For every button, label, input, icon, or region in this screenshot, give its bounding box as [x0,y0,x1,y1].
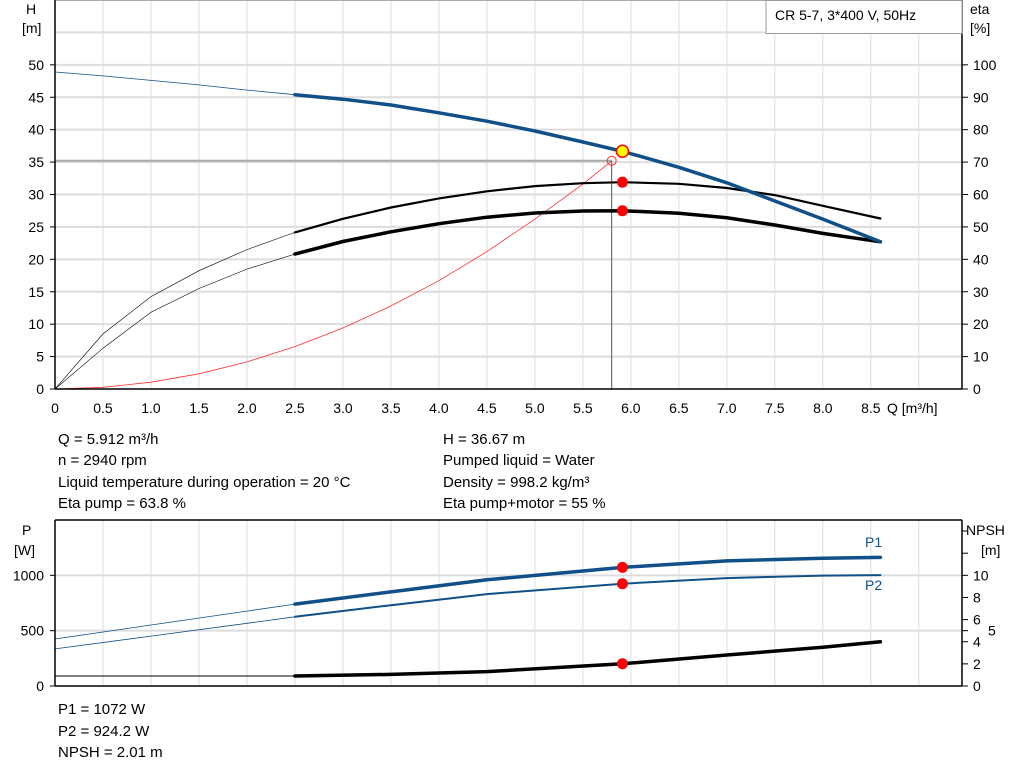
p2-curve [293,574,882,618]
h-tick-label: 10 [28,316,44,332]
head-curve-extrapolated [54,71,295,96]
x-tick-label: 2.0 [237,400,257,416]
y-label-eta: eta [970,1,990,17]
p-tick-label: 500 [21,623,45,639]
x-tick-label: 8.0 [813,400,833,416]
y-label-p-unit: [W] [14,542,35,558]
info-p1: P1 = 1072 W [58,701,146,718]
h-tick-label: 20 [28,251,44,267]
head-curve [293,92,883,244]
eta-tick-label: 60 [973,187,989,203]
system-curve [54,160,612,390]
y-label-npsh-unit: [m] [981,542,1000,558]
eta-tick-label: 20 [973,316,989,332]
info-density: Density = 998.2 kg/m³ [443,474,590,491]
bottom-grid [55,520,962,686]
eta-tick-label: 40 [973,251,989,267]
p2-curve-extrapolated [54,616,295,650]
eta-tick-label: 50 [973,219,989,235]
y-label-npsh: NPSH [966,522,1005,538]
curves [54,71,883,678]
info-eta-pump: Eta pump = 63.8 % [58,495,186,512]
npsh-tick-label: 2 [973,656,981,672]
eta-tick-label: 10 [973,349,989,365]
eta-pump-curve [293,181,882,234]
y-label-h: H [26,1,36,17]
p2-marker [616,578,628,590]
h-tick-label: 0 [36,381,44,397]
x-tick-label: 5.5 [573,400,593,416]
axes [50,0,968,687]
x-tick-label: 1.5 [189,400,209,416]
h-tick-label: 50 [28,57,44,73]
y-label-h-unit: [m] [22,20,41,36]
npsh-tick-label: 6 [973,612,981,628]
x-tick-label: 4.5 [477,400,497,416]
x-tick-label: 8.5 [861,400,881,416]
x-tick-label: 5.0 [525,400,545,416]
info-temp: Liquid temperature during operation = 20… [58,474,351,491]
eta-tick-label: 100 [973,57,997,73]
h-tick-label: 25 [28,219,44,235]
x-label-q: Q [m³/h] [887,400,938,416]
series-label-p1: P1 [865,534,882,550]
npsh-curve [293,639,883,678]
eta-tick-label: 30 [973,284,989,300]
info-eta-pump-motor: Eta pump+motor = 55 % [443,495,606,512]
x-tick-label: 7.5 [765,400,785,416]
p1-curve [293,555,883,606]
p-tick-label: 0 [36,678,44,694]
info-p2: P2 = 924.2 W [58,723,150,740]
x-tick-label: 4.0 [429,400,449,416]
series-label-p2: P2 [865,577,882,593]
x-tick-label: 3.0 [333,400,353,416]
eta-tick-label: 80 [973,122,989,138]
h-tick-label: 40 [28,122,44,138]
x-tick-label: 3.5 [381,400,401,416]
x-tick-label: 0 [51,400,59,416]
top-grid [55,0,962,389]
h-tick-label: 5 [36,349,44,365]
h-tick-label: 35 [28,154,44,170]
eta-tick-label: 70 [973,154,989,170]
x-tick-label: 1.0 [141,400,161,416]
y-label-eta-unit: [%] [970,20,990,36]
duty-point-marker [615,144,630,159]
chart-title: CR 5-7, 3*400 V, 50Hz [775,7,916,23]
eta-tick-label: 90 [973,89,989,105]
npsh-tick-label: 5 [988,623,996,639]
h-tick-label: 15 [28,284,44,300]
info-q: Q = 5.912 m³/h [58,431,159,448]
npsh-tick-label: 4 [973,634,981,650]
tick-labels: 0 0.5 1.0 1.5 2.0 2.5 3.0 3.5 4.0 4.5 5.0 5.5 6.0 6.5… [13,57,997,694]
x-tick-label: 6.0 [621,400,641,416]
npsh-tick-label: 8 [973,589,981,605]
npsh-tick-label: 0 [973,678,981,694]
x-tick-label: 6.5 [669,400,689,416]
y-label-p: P [22,522,31,538]
x-tick-label: 7.0 [717,400,737,416]
required-point-marker [606,155,617,166]
x-tick-label: 2.5 [285,400,305,416]
eta-pump-motor-marker [616,205,628,217]
h-tick-label: 45 [28,89,44,105]
info-npsh: NPSH = 2.01 m [58,744,163,761]
p-tick-label: 1000 [13,567,44,583]
eta-pump-motor-curve [293,208,883,256]
npsh-marker [616,658,628,670]
eta-tick-label: 0 [973,381,981,397]
eta-pump-motor-curve-extrapolated [54,253,295,390]
eta-pump-curve-extrapolated [54,232,296,390]
x-tick-label: 0.5 [93,400,113,416]
p1-marker [616,561,628,573]
h-tick-label: 30 [28,187,44,203]
eta-pump-marker [616,176,628,188]
title-box: CR 5-7, 3*400 V, 50Hz [765,0,963,34]
p1-curve-extrapolated [54,603,295,640]
info-n: n = 2940 rpm [58,452,147,469]
info-h: H = 36.67 m [443,431,526,448]
info-liquid: Pumped liquid = Water [443,452,595,469]
npsh-tick-label: 10 [973,567,989,583]
